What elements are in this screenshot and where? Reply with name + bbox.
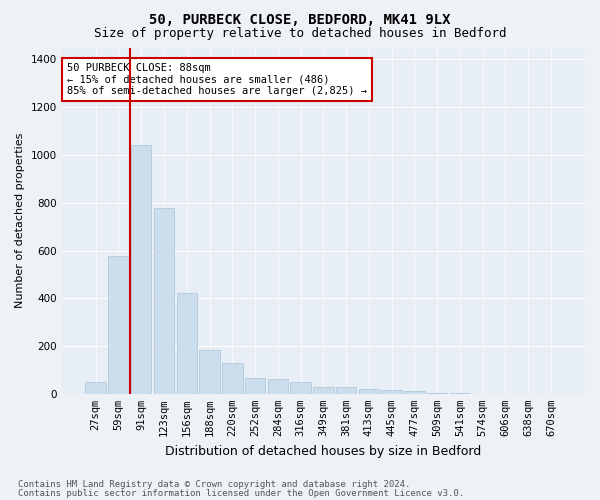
- Text: 50 PURBECK CLOSE: 88sqm
← 15% of detached houses are smaller (486)
85% of semi-d: 50 PURBECK CLOSE: 88sqm ← 15% of detache…: [67, 63, 367, 96]
- Text: Contains public sector information licensed under the Open Government Licence v3: Contains public sector information licen…: [18, 488, 464, 498]
- Bar: [85, 382, 106, 394]
- X-axis label: Distribution of detached houses by size in Bedford: Distribution of detached houses by size …: [165, 444, 481, 458]
- Bar: [131, 146, 151, 394]
- Text: 50, PURBECK CLOSE, BEDFORD, MK41 9LX: 50, PURBECK CLOSE, BEDFORD, MK41 9LX: [149, 12, 451, 26]
- Bar: [404, 392, 425, 394]
- Text: Size of property relative to detached houses in Bedford: Size of property relative to detached ho…: [94, 28, 506, 40]
- Y-axis label: Number of detached properties: Number of detached properties: [15, 133, 25, 308]
- Bar: [336, 388, 356, 394]
- Bar: [154, 208, 174, 394]
- Bar: [245, 378, 265, 394]
- Bar: [382, 390, 402, 394]
- Bar: [427, 392, 448, 394]
- Bar: [199, 350, 220, 394]
- Bar: [268, 380, 288, 394]
- Bar: [313, 386, 334, 394]
- Bar: [108, 256, 129, 394]
- Bar: [222, 364, 242, 394]
- Text: Contains HM Land Registry data © Crown copyright and database right 2024.: Contains HM Land Registry data © Crown c…: [18, 480, 410, 489]
- Bar: [449, 393, 470, 394]
- Bar: [176, 294, 197, 394]
- Bar: [290, 382, 311, 394]
- Bar: [359, 388, 379, 394]
